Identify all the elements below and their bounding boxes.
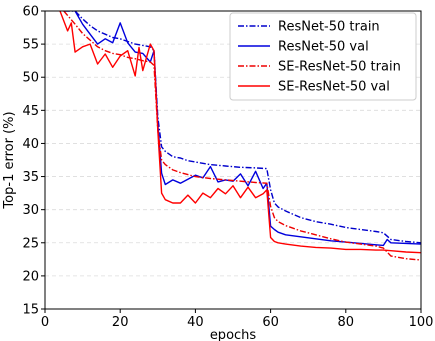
legend-box [229, 12, 417, 101]
y-tick-label: 30 [22, 203, 39, 218]
plot-frame [44, 10, 422, 310]
y-tick-label: 45 [22, 104, 39, 119]
x-tick-label: 100 [409, 315, 434, 330]
x-tick-label: 20 [112, 315, 129, 330]
y-tick-label: 20 [22, 269, 39, 284]
series-line-2 [74, 11, 421, 247]
legend-label-2: ResNet-50 val [278, 40, 369, 55]
x-tick-label: 80 [338, 315, 355, 330]
x-tick-label: 40 [187, 315, 204, 330]
x-tick-label: 0 [41, 315, 49, 330]
y-tick-label: 40 [22, 137, 39, 152]
series-line-3 [63, 11, 421, 261]
series-line-4 [59, 11, 421, 254]
y-tick-label: 25 [22, 236, 39, 251]
legend: ResNet-50 train ResNet-50 val SE-ResNet-50… [229, 12, 417, 101]
legend-label-1: ResNet-50 train [278, 20, 380, 35]
y-tick-label: 35 [22, 170, 39, 185]
legend-label-3: SE-ResNet-50 train [278, 60, 401, 75]
y-tick-label: 55 [22, 38, 39, 53]
y-tick-label: 15 [22, 303, 39, 318]
x-tick-label: 60 [262, 315, 279, 330]
y-tick-label: 50 [22, 71, 39, 86]
tick-layer: 0 20 40 60 80 100 15 20 25 30 35 40 45 50 55 60 [22, 5, 433, 331]
axes-frame [44, 10, 422, 310]
x-axis-label: epochs [210, 328, 257, 341]
legend-label-4: SE-ResNet-50 val [278, 80, 390, 95]
series-layer [59, 11, 421, 261]
y-tick-label: 60 [22, 5, 39, 20]
y-axis-label: Top-1 error (%) [2, 111, 17, 209]
